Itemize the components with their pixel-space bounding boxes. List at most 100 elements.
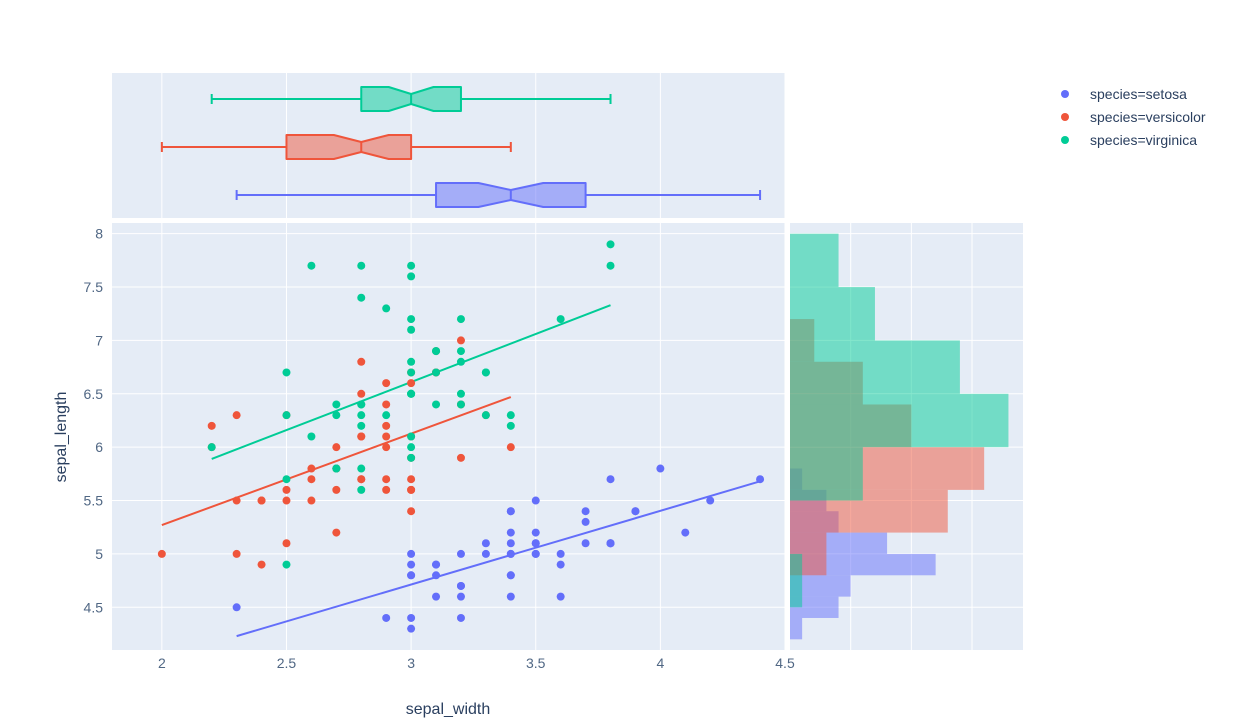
scatter-point	[382, 613, 391, 622]
scatter-point	[282, 539, 291, 548]
y-tick-label: 7	[95, 332, 103, 348]
scatter-point	[257, 560, 266, 569]
scatter-point	[357, 357, 366, 366]
scatter-panel-background	[112, 223, 785, 650]
scatter-point	[407, 453, 416, 462]
y-tick-label: 5	[95, 546, 103, 562]
scatter-point	[257, 496, 266, 505]
y-tick-label: 6.5	[84, 386, 104, 402]
legend-label-setosa: species=setosa	[1090, 86, 1187, 102]
scatter-point	[606, 539, 615, 548]
scatter-point	[506, 507, 515, 516]
scatter-point	[407, 368, 416, 377]
scatter-point	[407, 624, 416, 633]
scatter-point	[631, 507, 640, 516]
scatter-point	[407, 507, 416, 516]
legend-marker-virginica	[1061, 136, 1069, 144]
scatter-point	[307, 464, 316, 473]
scatter-point	[407, 485, 416, 494]
scatter-point	[456, 347, 465, 356]
histogram-bar	[790, 575, 851, 597]
histograms	[790, 233, 1009, 640]
histogram-bar	[790, 393, 1009, 448]
x-tick-label: 4.5	[775, 655, 795, 671]
scatter-point	[332, 411, 341, 420]
scatter-point	[456, 336, 465, 345]
scatter-point	[506, 539, 515, 548]
x-tick-label: 2	[158, 655, 166, 671]
scatter-point	[307, 475, 316, 484]
scatter-point	[407, 325, 416, 334]
scatter-point	[282, 485, 291, 494]
scatter-point	[282, 368, 291, 377]
scatter-point	[531, 528, 540, 537]
scatter-point	[481, 368, 490, 377]
y-tick-labels: 4.5 5 5.5 6 6.5 7 7.5 8	[84, 226, 104, 616]
scatter-point	[756, 475, 765, 484]
scatter-point	[157, 549, 166, 558]
scatter-point	[432, 400, 441, 409]
x-tick-label: 3.5	[526, 655, 546, 671]
box-body	[285, 134, 413, 160]
scatter-point	[481, 549, 490, 558]
scatter-point	[531, 539, 540, 548]
scatter-points	[157, 240, 765, 633]
scatter-point	[531, 549, 540, 558]
scatter-point	[232, 549, 241, 558]
x-tick-labels: 2 2.5 3 3.5 4 4.5	[158, 655, 795, 671]
scatter-point	[407, 560, 416, 569]
scatter-point	[407, 315, 416, 324]
scatter-point	[407, 549, 416, 558]
scatter-point	[456, 315, 465, 324]
scatter-point	[282, 411, 291, 420]
legend-item-virginica[interactable]: species=virginica	[1061, 132, 1197, 148]
scatter-point	[556, 315, 565, 324]
scatter-point	[357, 261, 366, 270]
scatter-point	[357, 293, 366, 302]
scatter-point	[506, 443, 515, 452]
scatter-point	[382, 379, 391, 388]
scatter-point	[432, 560, 441, 569]
histogram-bar	[790, 233, 839, 288]
scatter-point	[432, 347, 441, 356]
scatter-point	[656, 464, 665, 473]
box-virginica	[210, 86, 612, 112]
trendline-setosa	[236, 480, 761, 638]
y-tick-label: 5.5	[84, 493, 104, 509]
scatter-point	[407, 379, 416, 388]
scatter-point	[357, 432, 366, 441]
scatter-point	[432, 592, 441, 601]
histogram-bar	[790, 617, 803, 640]
x-axis-title: sepal_width	[406, 701, 491, 718]
x-tick-label: 2.5	[277, 655, 297, 671]
scatter-point	[207, 421, 216, 430]
legend: species=setosa species=versicolor specie…	[1061, 86, 1206, 148]
scatter-point	[357, 400, 366, 409]
scatter-point	[382, 421, 391, 430]
scatter-point	[506, 549, 515, 558]
box-plots	[160, 86, 762, 208]
scatter-point	[432, 571, 441, 580]
scatter-point	[456, 400, 465, 409]
scatter-point	[556, 549, 565, 558]
scatter-point	[332, 400, 341, 409]
legend-item-setosa[interactable]: species=setosa	[1061, 86, 1187, 102]
scatter-point	[407, 432, 416, 441]
scatter-point	[407, 443, 416, 452]
trendline-versicolor	[161, 396, 512, 527]
scatter-point	[506, 592, 515, 601]
scatter-point	[581, 539, 590, 548]
scatter-point	[382, 475, 391, 484]
legend-item-versicolor[interactable]: species=versicolor	[1061, 109, 1206, 125]
scatter-point	[606, 240, 615, 249]
scatter-point	[307, 261, 316, 270]
scatter-point	[332, 464, 341, 473]
y-tick-label: 4.5	[84, 599, 104, 615]
scatter-point	[382, 400, 391, 409]
scatter-point	[282, 560, 291, 569]
legend-marker-setosa	[1061, 90, 1069, 98]
x-tick-label: 3	[407, 655, 415, 671]
scatter-point	[556, 592, 565, 601]
scatter-point	[207, 443, 216, 452]
histogram-bar	[790, 287, 875, 341]
